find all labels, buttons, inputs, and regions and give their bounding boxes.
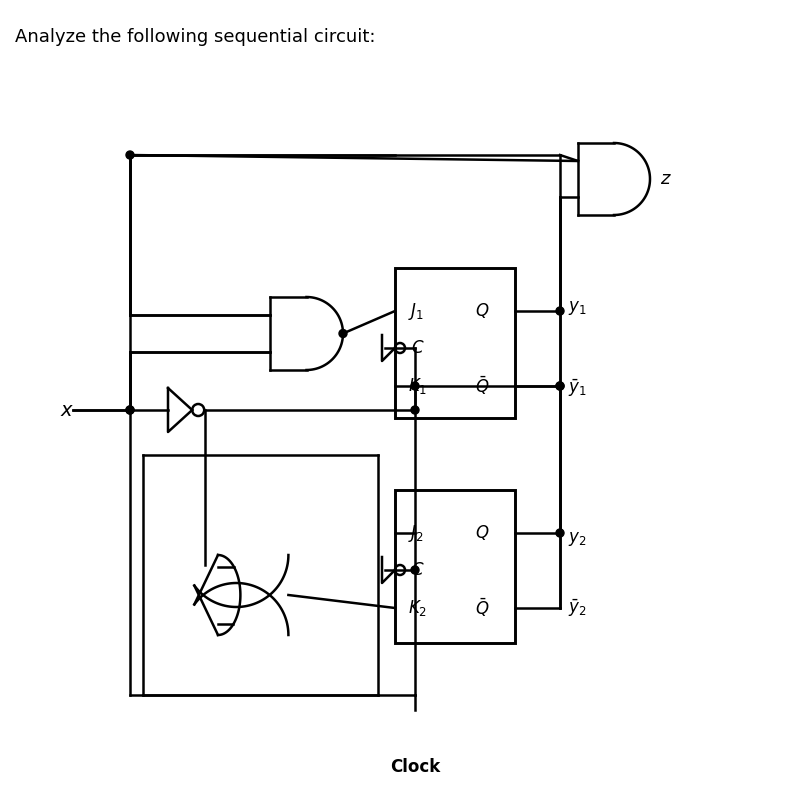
Circle shape [339, 329, 347, 337]
Text: $\bar{Q}$: $\bar{Q}$ [475, 374, 490, 397]
Text: $J_2$: $J_2$ [408, 522, 424, 543]
Text: $x$: $x$ [60, 400, 74, 420]
Circle shape [556, 382, 564, 390]
Circle shape [411, 566, 419, 574]
Text: $K_2$: $K_2$ [408, 598, 427, 618]
Text: $K_1$: $K_1$ [408, 376, 427, 396]
Text: $\bar{Q}$: $\bar{Q}$ [475, 597, 490, 619]
Text: $y_1$: $y_1$ [568, 299, 587, 317]
Bar [395, 268, 515, 418]
Text: $J_1$: $J_1$ [408, 300, 424, 321]
Circle shape [556, 382, 564, 390]
Text: $Q$: $Q$ [475, 302, 490, 320]
Text: $C$: $C$ [411, 339, 425, 357]
Circle shape [556, 529, 564, 537]
Circle shape [126, 151, 134, 159]
Text: $Q$: $Q$ [475, 524, 490, 542]
Circle shape [411, 406, 419, 414]
Text: Analyze the following sequential circuit:: Analyze the following sequential circuit… [15, 28, 376, 46]
Text: $\bar{y}_2$: $\bar{y}_2$ [568, 597, 587, 619]
Circle shape [556, 307, 564, 315]
Bar [395, 490, 515, 643]
Circle shape [126, 406, 134, 414]
Text: $z$: $z$ [660, 170, 672, 188]
Text: Clock: Clock [390, 758, 440, 776]
Circle shape [126, 406, 134, 414]
Text: $y_2$: $y_2$ [568, 530, 586, 548]
Text: $C$: $C$ [411, 561, 425, 579]
Text: $\bar{y}_1$: $\bar{y}_1$ [568, 378, 587, 399]
Circle shape [411, 382, 419, 390]
